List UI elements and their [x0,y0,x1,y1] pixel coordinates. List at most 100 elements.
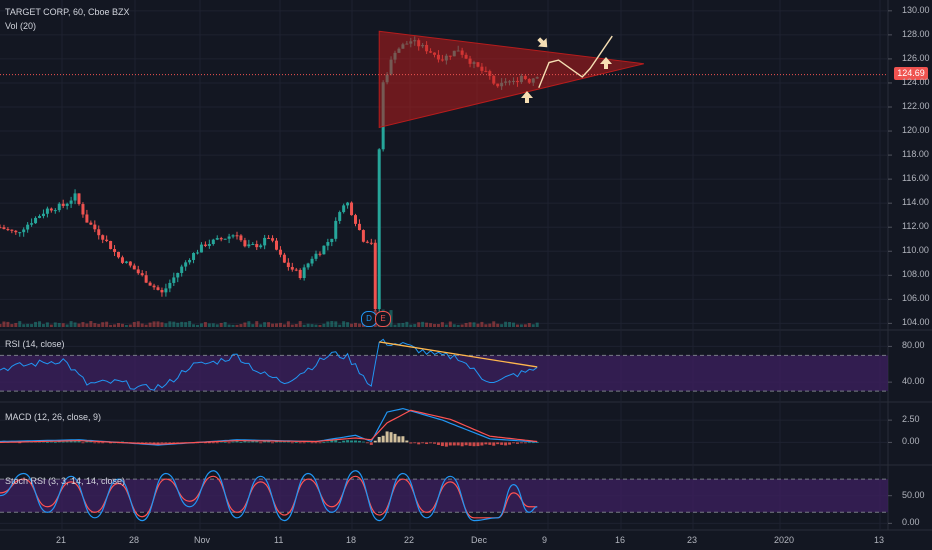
histogram-bar [77,440,81,443]
y-tick-label: 118.00 [902,149,929,160]
histogram-bar [302,442,306,444]
volume-bar [259,324,263,327]
candle-body [97,229,101,236]
candle-body [113,249,117,252]
histogram-bar [377,436,381,443]
volume-bar [22,324,26,327]
volume-bar [120,323,124,327]
histogram-bar [484,442,488,445]
triangle-pattern[interactable] [378,30,644,129]
histogram-bar [156,442,160,445]
volume-bar [196,324,199,327]
volume-bar [444,324,448,327]
arrow-up-icon[interactable] [521,91,533,103]
volume-bar [271,323,275,327]
histogram-bar [440,442,444,447]
dividend-badge[interactable]: D [361,311,377,327]
volume-bar [322,323,326,327]
volume-bar [211,323,215,327]
y-tick-label: 0.00 [902,436,920,447]
volume-bar [409,324,413,327]
candle-body [77,193,81,205]
volume-bar [113,324,117,327]
histogram-bar [255,440,259,443]
volume-bar [531,324,535,327]
volume-bar [160,322,164,327]
candle-body [0,227,2,229]
candle-body [73,193,77,201]
histogram-bar [61,441,65,443]
volume-bar [140,323,144,327]
histogram-bar [504,442,508,446]
y-tick-label: 80.00 [902,340,925,351]
histogram-bar [535,441,539,443]
volume-bar [354,322,357,327]
candle-body [41,213,45,217]
histogram-bar [444,442,448,447]
volume-bar [34,321,38,327]
histogram-bar [215,442,219,444]
rsi-trendline [379,341,538,368]
histogram-bar [330,440,334,443]
earnings-badge[interactable]: E [375,311,391,327]
drawing-overlay[interactable] [0,30,888,368]
rsi-line [0,338,538,391]
last-price-tag: 124.69 [894,67,928,80]
projection-path[interactable] [538,35,613,89]
candle-body [243,240,247,247]
volume-bar [227,324,231,327]
histogram-bar [85,440,89,443]
volume-bar [306,323,310,327]
candle-body [152,285,156,288]
volume-bar [436,324,440,327]
candle-body [294,269,298,271]
volume-bar [350,323,354,327]
volume-bar [144,324,148,327]
volume-bar [105,321,109,327]
candle-body [192,253,196,260]
volume-bar [314,324,318,327]
x-tick-label: 18 [346,535,357,545]
candle-body [223,238,227,240]
candle-body [136,269,140,274]
candle-body [338,212,342,221]
histogram-bar [357,440,361,443]
histogram-bar [389,432,393,443]
volume-bar [413,324,417,327]
candle-body [188,259,192,263]
volume-bar [156,321,160,327]
histogram-bar [172,442,176,444]
histogram-bar [460,442,464,447]
histogram-bar [409,442,413,444]
candle-body [2,227,6,230]
volume-bar [330,321,334,327]
histogram-bar [164,442,168,444]
stoch-title: Stoch RSI (3, 3, 14, 14, close) [5,476,126,486]
candle-body [26,224,30,230]
histogram-bar [417,442,421,445]
candle-body [57,203,61,211]
y-tick-label: 130.00 [902,4,930,15]
volume-bar [0,324,2,327]
volume-bar [527,323,531,327]
histogram-bar [290,442,294,444]
candle-body [65,203,69,206]
candle-body [180,266,184,273]
candle-body [168,282,172,289]
histogram-bar [263,441,267,443]
volume-bar [164,323,168,327]
volume-bar [26,323,30,327]
y-tick-label: 50.00 [902,489,925,500]
volume-bar [334,321,338,327]
histogram-bar [314,442,318,444]
volume-bar [176,322,180,327]
histogram-bar [436,442,440,445]
candle-body [85,214,89,223]
macd-title: MACD (12, 26, close, 9) [5,412,102,422]
volume-bar [278,322,282,327]
volume-bar [298,321,302,327]
arrow-up-icon[interactable] [600,57,612,69]
candle-body [120,257,124,263]
candle-body [81,204,85,215]
